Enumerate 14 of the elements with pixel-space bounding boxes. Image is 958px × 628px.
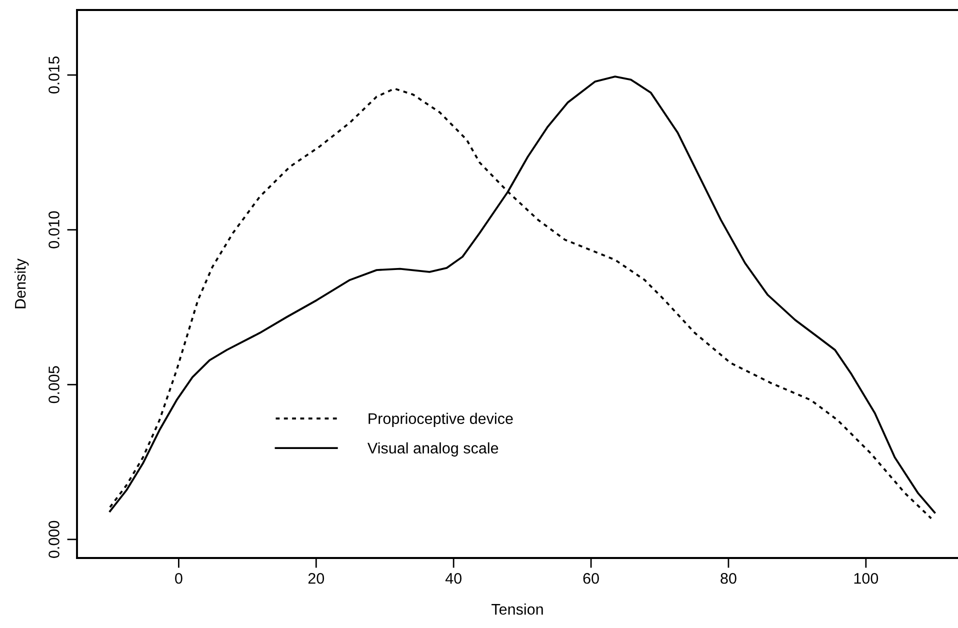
x-tick-label: 40 bbox=[445, 572, 462, 584]
x-tick-label: 20 bbox=[308, 572, 324, 584]
x-tick-label: 60 bbox=[583, 572, 599, 584]
y-tick-label: 0.015 bbox=[48, 56, 60, 94]
x-tick-label: 80 bbox=[720, 572, 736, 584]
y-tick-label: 0.000 bbox=[48, 520, 60, 558]
x-tick-label: 0 bbox=[175, 572, 182, 584]
y-tick-label: 0.010 bbox=[48, 211, 60, 248]
y-tick-label: 0.005 bbox=[48, 366, 60, 404]
legend-label: Proprioceptive device bbox=[368, 412, 513, 428]
x-tick-label: 100 bbox=[854, 572, 878, 584]
legend-label: Visual analog scale bbox=[367, 442, 498, 457]
y-axis-title: Density bbox=[14, 258, 29, 308]
x-axis-title: Tension bbox=[492, 603, 543, 615]
